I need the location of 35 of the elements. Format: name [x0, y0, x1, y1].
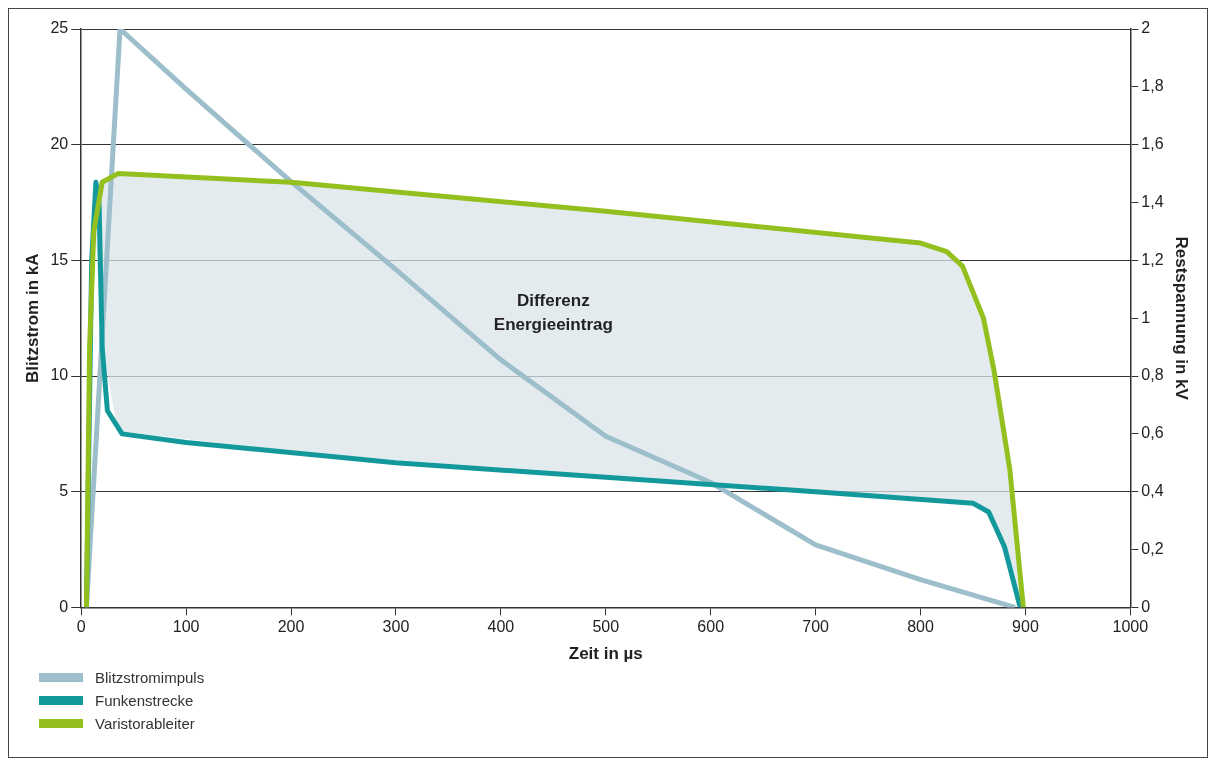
x-tick-label: 0: [76, 618, 86, 636]
legend-label: Funkenstrecke: [95, 692, 194, 709]
x-tick-label: 900: [1012, 618, 1039, 636]
y2-tick-label: 1,4: [1141, 192, 1164, 210]
y2-tick-label: 1,8: [1141, 77, 1164, 95]
y-tick-label: 10: [50, 366, 69, 384]
x-tick-label: 700: [802, 618, 830, 636]
y2-tick-label: 1: [1141, 308, 1151, 326]
y2-tick-label: 1,6: [1141, 135, 1164, 153]
x-tick-label: 200: [277, 618, 305, 636]
y2-tick-label: 0,8: [1141, 366, 1164, 384]
x-tick-label: 100: [172, 618, 200, 636]
y-axis-title: Blitzstrom in kA: [22, 253, 42, 383]
y-tick-label: 0: [59, 597, 69, 615]
y2-tick-label: 0: [1141, 597, 1151, 615]
y2-tick-label: 0,4: [1141, 482, 1164, 500]
y-tick-label: 15: [50, 250, 69, 268]
x-axis-title: Zeit in µs: [568, 644, 643, 664]
x-tick-label: 1000: [1112, 618, 1149, 636]
x-tick-label: 500: [592, 618, 620, 636]
annotation: Differenz Energieeintrag: [493, 291, 613, 335]
y-tick-label: 20: [50, 135, 69, 153]
x-tick-label: 400: [487, 618, 515, 636]
y2-tick-label: 0,2: [1141, 539, 1164, 557]
y-tick-label: 5: [59, 482, 69, 500]
y2-tick-label: 1,2: [1141, 250, 1164, 268]
x-tick-label: 300: [382, 618, 410, 636]
legend-label: Blitzstromimpuls: [95, 669, 205, 686]
y2-tick-label: 2: [1141, 19, 1151, 37]
x-tick-label: 600: [697, 618, 725, 636]
y2-tick-label: 0,6: [1141, 424, 1164, 442]
y2-axis-title: Restspannung in kV: [1172, 236, 1192, 401]
legend-label: Varistorableiter: [95, 715, 195, 732]
x-tick-label: 800: [907, 618, 934, 636]
y-tick-label: 25: [50, 19, 69, 37]
